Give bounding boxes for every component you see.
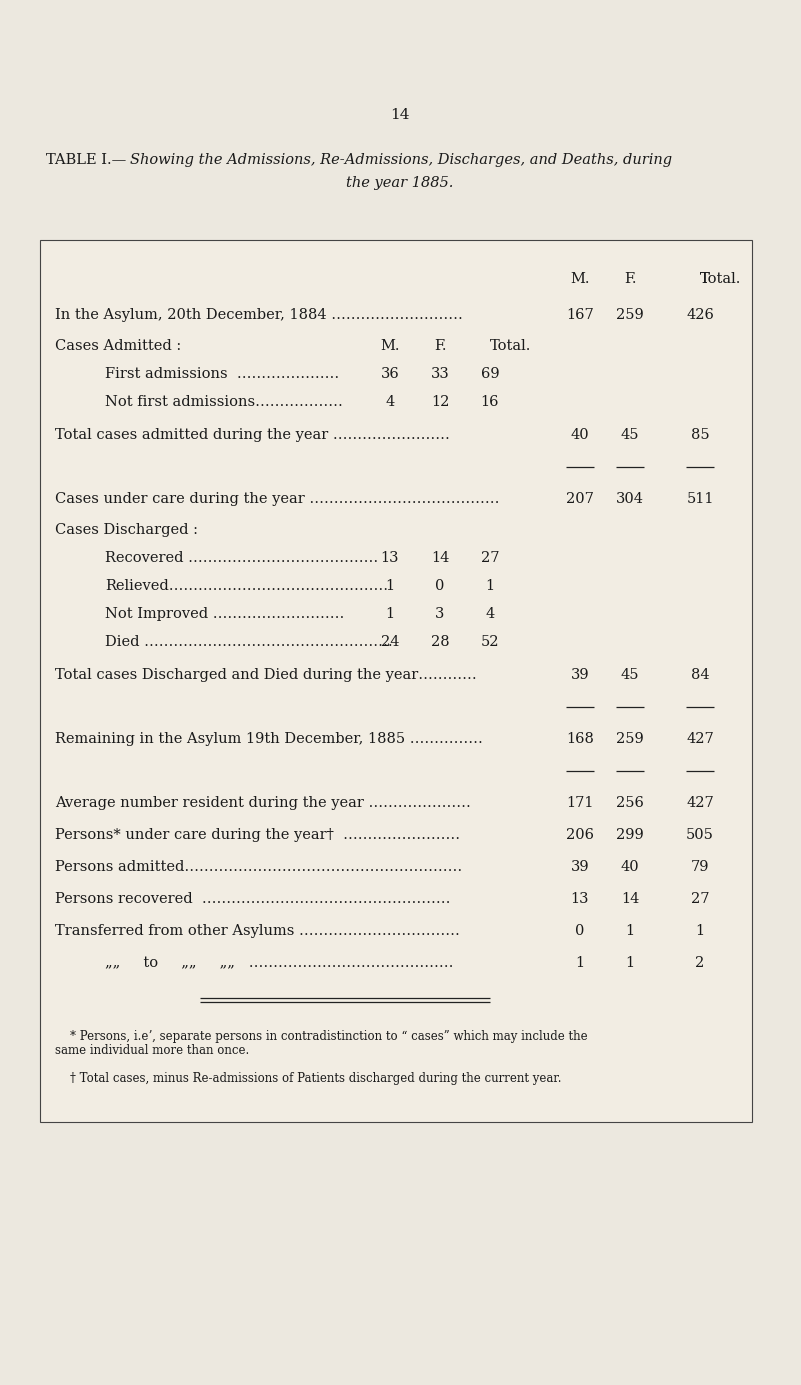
- Text: 259: 259: [616, 733, 644, 747]
- Text: 256: 256: [616, 796, 644, 810]
- Text: 304: 304: [616, 492, 644, 506]
- Text: 299: 299: [616, 828, 644, 842]
- Text: 39: 39: [570, 668, 590, 681]
- Text: Total cases Discharged and Died during the year…………: Total cases Discharged and Died during t…: [55, 668, 477, 681]
- Text: 36: 36: [380, 367, 400, 381]
- Text: 45: 45: [621, 668, 639, 681]
- Text: „„     to     „„     „„   ……………………………………: „„ to „„ „„ ……………………………………: [105, 956, 453, 970]
- Text: M.: M.: [380, 339, 400, 353]
- Text: 1: 1: [626, 924, 634, 938]
- Text: 168: 168: [566, 733, 594, 747]
- Text: † Total cases, minus Re-admissions of Patients discharged during the current yea: † Total cases, minus Re-admissions of Pa…: [70, 1072, 562, 1084]
- Text: 0: 0: [575, 924, 585, 938]
- Text: 4: 4: [485, 607, 495, 620]
- Text: Not first admissions………………: Not first admissions………………: [105, 395, 343, 409]
- Text: F.: F.: [624, 271, 636, 285]
- Text: 28: 28: [431, 634, 449, 650]
- Text: 426: 426: [686, 307, 714, 321]
- Text: 40: 40: [621, 860, 639, 874]
- Text: 14: 14: [621, 892, 639, 906]
- Text: Persons* under care during the year†  ……………………: Persons* under care during the year† …………: [55, 828, 460, 842]
- Text: In the Asylum, 20th December, 1884 ………………………: In the Asylum, 20th December, 1884 ………………: [55, 307, 463, 321]
- Text: 13: 13: [571, 892, 590, 906]
- Text: 27: 27: [481, 551, 499, 565]
- Text: 1: 1: [385, 579, 395, 593]
- Text: 13: 13: [380, 551, 399, 565]
- Text: the year 1885.: the year 1885.: [346, 176, 453, 190]
- Text: Showing the Admissions, Re-Admissions, Discharges, and Deaths, during: Showing the Admissions, Re-Admissions, D…: [130, 152, 672, 168]
- Text: 33: 33: [431, 367, 449, 381]
- Text: Total cases admitted during the year ……………………: Total cases admitted during the year …………: [55, 428, 450, 442]
- Text: 206: 206: [566, 828, 594, 842]
- Text: 40: 40: [570, 428, 590, 442]
- Text: 1: 1: [626, 956, 634, 970]
- Text: 14: 14: [390, 108, 410, 122]
- Text: 3: 3: [435, 607, 445, 620]
- Text: Cases Discharged :: Cases Discharged :: [55, 524, 198, 537]
- Text: 24: 24: [380, 634, 399, 650]
- Text: 511: 511: [686, 492, 714, 506]
- Text: 0: 0: [435, 579, 445, 593]
- Text: Total.: Total.: [490, 339, 531, 353]
- Text: 85: 85: [690, 428, 710, 442]
- Text: Transferred from other Asylums ……………………………: Transferred from other Asylums …………………………: [55, 924, 460, 938]
- Text: 171: 171: [566, 796, 594, 810]
- Text: T: T: [700, 271, 710, 285]
- Text: 4: 4: [385, 395, 395, 409]
- Text: 207: 207: [566, 492, 594, 506]
- Text: 27: 27: [690, 892, 709, 906]
- Text: 259: 259: [616, 307, 644, 321]
- Text: Relieved………………………………………: Relieved………………………………………: [105, 579, 388, 593]
- Text: M.: M.: [570, 271, 590, 285]
- Text: Not Improved ………………………: Not Improved ………………………: [105, 607, 344, 620]
- Text: Persons admitted…………………………………………………: Persons admitted…………………………………………………: [55, 860, 462, 874]
- Text: 1: 1: [575, 956, 585, 970]
- Text: 1: 1: [485, 579, 494, 593]
- Text: * Persons, i.eʼ, separate persons in contradistinction to “ cases” which may inc: * Persons, i.eʼ, separate persons in con…: [70, 1030, 588, 1043]
- Text: Persons recovered  ……………………………………………: Persons recovered ……………………………………………: [55, 892, 450, 906]
- Text: 12: 12: [431, 395, 449, 409]
- Text: 167: 167: [566, 307, 594, 321]
- Text: 39: 39: [570, 860, 590, 874]
- Text: 14: 14: [431, 551, 449, 565]
- Text: Remaining in the Asylum 19th December, 1885 ……………: Remaining in the Asylum 19th December, 1…: [55, 733, 483, 747]
- Text: TABLE I.—: TABLE I.—: [46, 152, 127, 168]
- Text: Died ……………………………………………: Died ……………………………………………: [105, 634, 392, 650]
- Text: 1: 1: [695, 924, 705, 938]
- Bar: [40, 240, 752, 1122]
- Text: Average number resident during the year …………………: Average number resident during the year …: [55, 796, 471, 810]
- Text: 16: 16: [481, 395, 499, 409]
- Text: Total.: Total.: [700, 271, 742, 285]
- Text: First admissions  …………………: First admissions …………………: [105, 367, 340, 381]
- Text: 1: 1: [385, 607, 395, 620]
- Text: same individual more than once.: same individual more than once.: [55, 1044, 249, 1057]
- Text: Recovered …………………………………: Recovered …………………………………: [105, 551, 378, 565]
- Text: 45: 45: [621, 428, 639, 442]
- Text: 52: 52: [481, 634, 499, 650]
- Text: Cases Admitted :: Cases Admitted :: [55, 339, 181, 353]
- Text: 427: 427: [686, 796, 714, 810]
- Text: F.: F.: [434, 339, 446, 353]
- Text: 84: 84: [690, 668, 710, 681]
- Text: 427: 427: [686, 733, 714, 747]
- Text: Cases under care during the year …………………………………: Cases under care during the year ……………………: [55, 492, 500, 506]
- Text: 505: 505: [686, 828, 714, 842]
- Text: 79: 79: [690, 860, 709, 874]
- Text: 2: 2: [695, 956, 705, 970]
- Text: 69: 69: [481, 367, 499, 381]
